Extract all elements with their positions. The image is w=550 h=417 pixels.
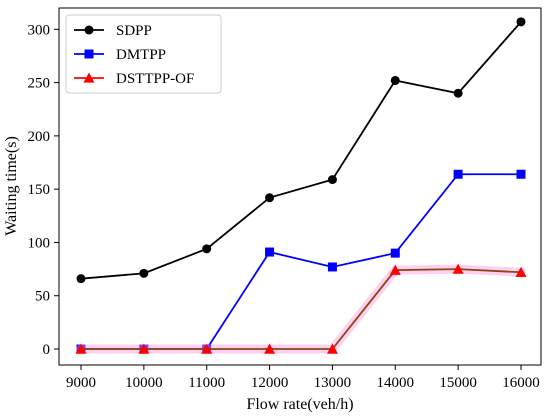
series-line-dmtpp bbox=[81, 173, 521, 350]
x-tick-label: 12000 bbox=[251, 375, 289, 391]
data-point-dmtpp bbox=[265, 247, 275, 257]
legend-label-dsttpp-of: DSTTPP-OF bbox=[116, 71, 194, 87]
axes: 9000 10000 11000 12000 13000 14000 15000 16000 0… bbox=[28, 22, 540, 391]
x-tick-label: 16000 bbox=[502, 375, 540, 391]
y-tick-label: 150 bbox=[28, 182, 51, 198]
data-point-dsttpp-of bbox=[264, 343, 276, 354]
data-point-dmtpp bbox=[516, 169, 526, 179]
plot-frame bbox=[58, 7, 542, 366]
series-line-dsttpp-of bbox=[81, 268, 522, 350]
y-tick-label: 200 bbox=[28, 129, 51, 145]
legend-marker-dmtpp bbox=[84, 49, 94, 59]
legend-marker-sdpp bbox=[84, 25, 94, 35]
data-point-sdpp bbox=[327, 175, 337, 185]
data-point-dsttpp-of bbox=[452, 263, 464, 274]
series-glow-dsttpp-of bbox=[76, 264, 526, 354]
data-point-sdpp bbox=[516, 17, 526, 27]
series-line-sdpp bbox=[80, 21, 522, 280]
y-tick-label: 250 bbox=[28, 76, 51, 92]
x-tick-label: 15000 bbox=[439, 375, 477, 391]
legend: SDPP DMTPP DSTTPP-OF bbox=[65, 14, 222, 94]
y-tick-label: 300 bbox=[28, 22, 51, 38]
data-point-sdpp bbox=[390, 75, 400, 85]
legend-label-sdpp: SDPP bbox=[116, 23, 152, 39]
x-tick-label: 13000 bbox=[314, 375, 352, 391]
x-tick-label: 9000 bbox=[66, 375, 96, 391]
series-dsttpp-of bbox=[75, 263, 527, 354]
series-layer bbox=[75, 17, 527, 354]
data-point-dmtpp bbox=[390, 248, 400, 258]
data-point-dsttpp-of bbox=[201, 343, 213, 354]
data-point-dsttpp-of bbox=[75, 343, 87, 354]
y-tick-label: 100 bbox=[28, 235, 51, 251]
data-point-sdpp bbox=[76, 274, 86, 284]
data-point-dsttpp-of bbox=[326, 343, 338, 354]
legend-marker-dsttpp-of bbox=[83, 72, 95, 83]
data-point-dsttpp-of bbox=[389, 264, 401, 275]
series-dmtpp bbox=[76, 169, 526, 354]
data-point-sdpp bbox=[139, 268, 149, 278]
data-point-dmtpp bbox=[327, 262, 337, 272]
y-axis-label: Waiting time(s) bbox=[3, 136, 20, 236]
data-point-sdpp bbox=[265, 193, 275, 203]
y-tick-label: 50 bbox=[35, 289, 50, 305]
legend-label-dmtpp: DMTPP bbox=[116, 47, 166, 63]
series-sdpp bbox=[76, 17, 526, 284]
x-tick-label: 14000 bbox=[377, 375, 415, 391]
x-axis-label: Flow rate(veh/h) bbox=[246, 396, 353, 413]
legend-box bbox=[65, 14, 222, 94]
y-tick-label: 0 bbox=[43, 342, 51, 358]
x-tick-label: 11000 bbox=[188, 375, 225, 391]
data-point-dmtpp bbox=[453, 169, 463, 179]
data-point-sdpp bbox=[453, 88, 463, 98]
data-point-dsttpp-of bbox=[515, 266, 527, 277]
data-point-dsttpp-of bbox=[138, 343, 150, 354]
data-point-sdpp bbox=[202, 244, 212, 254]
x-tick-label: 10000 bbox=[125, 375, 163, 391]
